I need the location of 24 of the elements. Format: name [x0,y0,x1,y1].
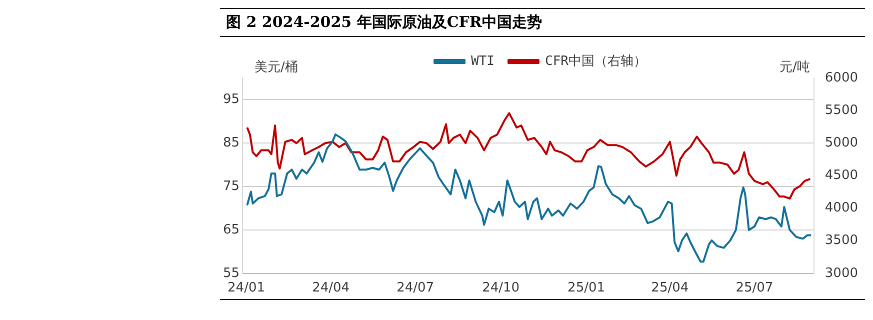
legend-label: CFR中国（右轴） [545,54,646,69]
x-tick-label: 24/01 [228,280,265,296]
y-tick-label: 95 [222,92,240,108]
y2-tick-label: 6000 [824,70,858,86]
y2-tick-label: 4500 [824,168,858,184]
y-tick-label: 75 [222,178,240,194]
chart-title: 图 2 2024-2025 年国际原油及CFR中国走势 [220,8,865,37]
x-tick-label: 24/07 [396,280,434,296]
y2-tick-label: 3000 [824,266,858,281]
y2-axis-title: 元/吨 [780,60,810,75]
x-tick-label: 24/04 [312,280,350,296]
y2-tick-label: 5500 [824,102,858,118]
y-tick-label: 65 [222,222,240,238]
y2-tick-label: 3500 [824,233,858,248]
y2-tick-label: 4000 [824,200,858,216]
y-tick-label: 85 [222,136,240,151]
x-tick-label: 25/01 [568,280,606,296]
y-axis-title: 美元/桶 [254,58,298,75]
x-tick-label: 24/10 [482,280,520,296]
legend-label: WTI [471,54,495,69]
x-tick-label: 25/07 [736,280,774,296]
y-tick-label: 55 [222,266,240,281]
x-tick-label: 25/04 [651,280,689,296]
y2-tick-label: 5000 [824,136,858,151]
